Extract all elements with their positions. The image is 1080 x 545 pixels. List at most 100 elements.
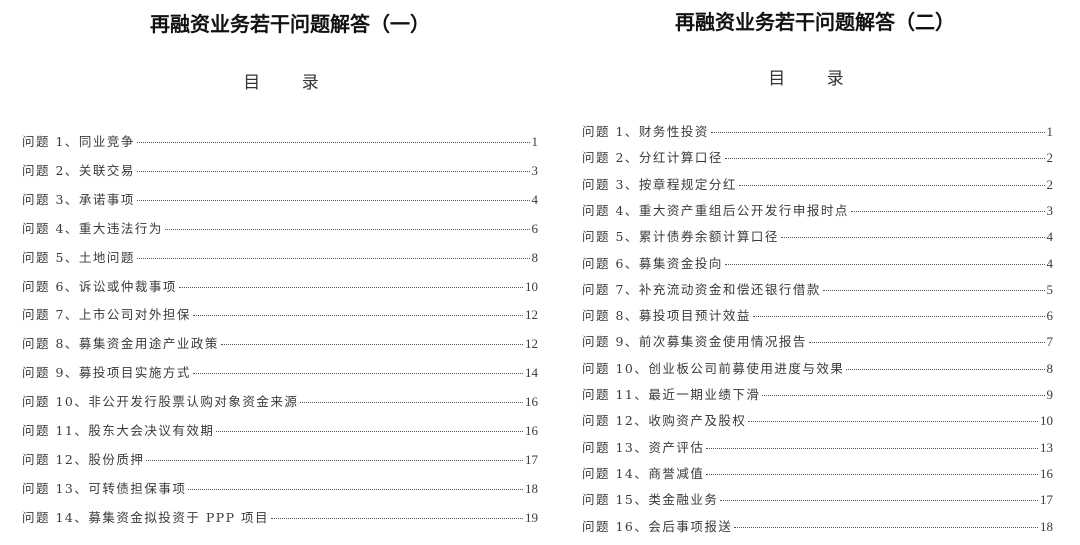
toc-entry-label: 问题 1、同业竞争: [22, 134, 135, 149]
toc-entry-label: 问题 2、关联交易: [22, 162, 135, 178]
toc-entry-page: 3: [1046, 202, 1054, 218]
toc-entry-label: 问题 9、前次募集资金使用情况报告: [582, 334, 807, 350]
dot-leader: [706, 473, 1038, 475]
dot-leader: [178, 286, 523, 288]
toc-entry-page: 5: [1046, 281, 1054, 297]
toc-entry[interactable]: 问题 13、可转债担保事项 18: [22, 478, 538, 496]
toc-entry-label: 问题 8、募集资金用途产业政策: [22, 336, 219, 352]
right-document-title: 再融资业务若干问题解答（二）: [675, 10, 955, 34]
toc-entry[interactable]: 问题 5、土地问题 8: [22, 247, 538, 265]
toc-entry-page: 17: [1040, 492, 1053, 508]
toc-entry-label: 问题 10、创业板公司前募使用进度与效果: [582, 360, 845, 376]
dot-leader: [136, 142, 530, 143]
toc-entry[interactable]: 问题 11、最近一期业绩下滑 9: [582, 384, 1053, 402]
toc-entry-label: 问题 4、重大资产重组后公开发行申报时点: [582, 202, 849, 218]
toc-entry-page: 6: [531, 220, 539, 236]
dot-leader: [271, 517, 523, 519]
toc-entry-page: 7: [1046, 334, 1054, 350]
toc-entry-label: 问题 12、收购资产及股权: [582, 413, 747, 429]
toc-entry-label: 问题 11、最近一期业绩下滑: [582, 387, 761, 402]
toc-entry[interactable]: 问题 4、重大违法行为 6: [22, 218, 538, 236]
toc-entry-page: 8: [531, 249, 539, 265]
toc-entry-label: 问题 13、可转债担保事项: [22, 480, 187, 496]
toc-entry-label: 问题 3、承诺事项: [22, 191, 135, 207]
toc-entry[interactable]: 问题 1、同业竞争 1: [22, 131, 538, 149]
dot-leader: [762, 395, 1045, 396]
left-table-of-contents: 问题 1、同业竞争 1 问题 2、关联交易 3 问题 3、承诺事项 4 问题 4、重大违法行…: [22, 131, 538, 531]
toc-entry[interactable]: 问题 8、募投项目预计效益 6: [582, 305, 1053, 323]
toc-entry[interactable]: 问题 6、诉讼或仲裁事项 10: [22, 276, 538, 294]
toc-entry[interactable]: 问题 7、补充流动资金和偿还银行借款 5: [582, 279, 1053, 297]
toc-entry[interactable]: 问题 1、财务性投资 1: [582, 121, 1053, 139]
toc-entry[interactable]: 问题 7、上市公司对外担保 12: [22, 304, 538, 322]
toc-entry-page: 16: [525, 394, 538, 410]
toc-entry[interactable]: 问题 16、会后事项报送 18: [582, 516, 1053, 534]
toc-entry-label: 问题 11、股东大会决议有效期: [22, 423, 215, 438]
toc-entry[interactable]: 问题 15、类金融业务 17: [582, 489, 1053, 507]
toc-entry-label: 问题 2、分红计算口径: [582, 150, 723, 166]
dot-leader: [300, 402, 523, 404]
toc-entry[interactable]: 问题 3、按章程规定分红 2: [582, 174, 1053, 192]
toc-entry-label: 问题 6、诉讼或仲裁事项: [22, 278, 177, 294]
toc-entry[interactable]: 问题 12、股份质押 17: [22, 449, 538, 467]
toc-entry[interactable]: 问题 12、收购资产及股权 10: [582, 410, 1053, 428]
right-toc-heading: 目 录: [768, 69, 862, 89]
dot-leader: [734, 526, 1038, 528]
toc-entry-page: 10: [525, 278, 538, 294]
toc-entry[interactable]: 问题 6、募集资金投向 4: [582, 253, 1053, 271]
toc-entry[interactable]: 问题 3、承诺事项 4: [22, 189, 538, 207]
dot-leader: [188, 488, 523, 490]
right-table-of-contents: 问题 1、财务性投资 1 问题 2、分红计算口径 2 问题 3、按章程规定分红 2 问题 4…: [582, 121, 1053, 541]
toc-entry-label: 问题 5、累计债券余额计算口径: [582, 229, 779, 245]
toc-entry-page: 12: [525, 307, 538, 323]
toc-entry-page: 4: [1046, 255, 1054, 271]
toc-entry[interactable]: 问题 13、资产评估 13: [582, 437, 1053, 455]
dot-leader: [752, 316, 1045, 318]
toc-entry-label: 问题 14、商誉减值: [582, 465, 705, 481]
toc-entry-page: 18: [1040, 518, 1053, 534]
toc-entry-label: 问题 13、资产评估: [582, 439, 705, 455]
dot-leader: [822, 289, 1045, 291]
dot-leader: [724, 158, 1045, 160]
toc-entry[interactable]: 问题 2、关联交易 3: [22, 160, 538, 178]
dot-leader: [216, 431, 523, 432]
dot-leader: [192, 315, 523, 317]
toc-entry[interactable]: 问题 9、前次募集资金使用情况报告 7: [582, 331, 1053, 349]
toc-entry[interactable]: 问题 5、累计债券余额计算口径 4: [582, 226, 1053, 244]
left-toc-heading: 目 录: [243, 73, 337, 93]
toc-entry-page: 2: [1046, 150, 1054, 166]
dot-leader: [192, 373, 523, 375]
dot-leader: [720, 500, 1038, 502]
toc-entry[interactable]: 问题 14、商誉减值 16: [582, 463, 1053, 481]
toc-entry-label: 问题 3、按章程规定分红: [582, 176, 737, 192]
left-document-title: 再融资业务若干问题解答（一）: [150, 12, 430, 36]
toc-entry[interactable]: 问题 8、募集资金用途产业政策 12: [22, 333, 538, 351]
dot-leader: [220, 344, 523, 346]
toc-entry[interactable]: 问题 9、募投项目实施方式 14: [22, 362, 538, 380]
toc-entry-label: 问题 4、重大违法行为: [22, 220, 163, 236]
toc-entry-page: 12: [525, 336, 538, 352]
toc-entry-page: 13: [1040, 439, 1053, 455]
toc-entry-page: 8: [1046, 360, 1054, 376]
toc-entry-label: 问题 6、募集资金投向: [582, 255, 723, 271]
toc-entry[interactable]: 问题 4、重大资产重组后公开发行申报时点 3: [582, 200, 1053, 218]
toc-entry-page: 1: [531, 134, 539, 149]
toc-entry-label: 问题 10、非公开发行股票认购对象资金来源: [22, 394, 299, 410]
toc-entry[interactable]: 问题 11、股东大会决议有效期 16: [22, 420, 538, 438]
toc-entry-page: 18: [525, 480, 538, 496]
dot-leader: [710, 132, 1045, 133]
toc-entry[interactable]: 问题 2、分红计算口径 2: [582, 147, 1053, 165]
dot-leader: [846, 368, 1045, 370]
toc-entry-label: 问题 5、土地问题: [22, 249, 135, 265]
dot-leader: [706, 447, 1038, 449]
dot-leader: [780, 237, 1045, 239]
toc-entry-page: 3: [531, 162, 539, 178]
dot-leader: [164, 228, 530, 230]
toc-entry[interactable]: 问题 10、非公开发行股票认购对象资金来源 16: [22, 391, 538, 409]
toc-entry[interactable]: 问题 10、创业板公司前募使用进度与效果 8: [582, 358, 1053, 376]
dot-leader: [136, 170, 530, 172]
toc-entry-page: 16: [1040, 465, 1053, 481]
toc-entry[interactable]: 问题 14、募集资金拟投资于 PPP 项目 19: [22, 507, 538, 525]
toc-entry-label: 问题 14、募集资金拟投资于 PPP 项目: [22, 509, 270, 525]
toc-entry-label: 问题 7、补充流动资金和偿还银行借款: [582, 281, 821, 297]
